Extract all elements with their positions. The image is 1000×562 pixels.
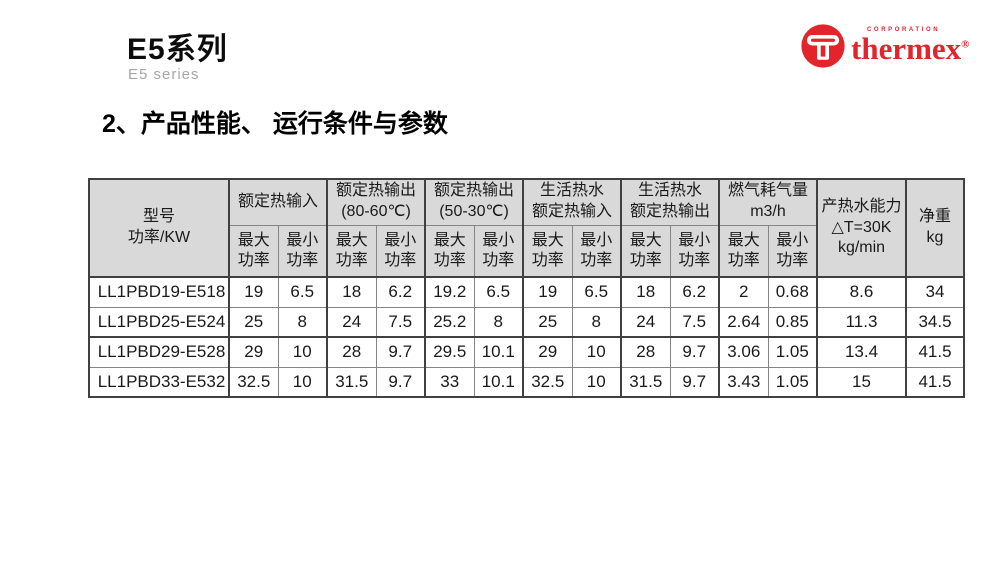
value-cell: 25 xyxy=(228,306,279,338)
value-cell: 29 xyxy=(228,336,279,368)
table-row: LL1PBD19-E518 19 6.5 18 6.2 19.2 6.5 19 6.5 18 6.2… xyxy=(88,276,965,308)
value-cell: 0.68 xyxy=(767,276,818,308)
thermex-logo: CORPORATION thermex® xyxy=(800,23,969,69)
max-power-subheader: 最大 功率 xyxy=(718,224,769,278)
value-cell: 19 xyxy=(228,276,279,308)
value-cell: 3.06 xyxy=(718,336,769,368)
min-power-subheader: 最小 功率 xyxy=(767,224,818,278)
group-header-3: 生活热水 额定热输入 xyxy=(522,178,622,226)
group-header-1: 额定热输出 (80-60℃) xyxy=(326,178,426,226)
min-power-subheader: 最小 功率 xyxy=(375,224,426,278)
value-cell: 18 xyxy=(620,276,671,308)
value-cell: 28 xyxy=(326,336,377,368)
max-power-subheader: 最大 功率 xyxy=(522,224,573,278)
value-cell: 10 xyxy=(571,336,622,368)
section-heading: 2、产品性能、 运行条件与参数 xyxy=(102,110,448,138)
value-cell: 25 xyxy=(522,306,573,338)
spec-table: 型号 功率/KW 额定热输入 额定热输出 (80-60℃) 额定热输出 (50-30℃… xyxy=(88,178,965,398)
value-cell: 8 xyxy=(473,306,524,338)
value-cell: 9.7 xyxy=(375,336,426,368)
value-cell: 2.64 xyxy=(718,306,769,338)
value-cell: 7.5 xyxy=(669,306,720,338)
model-cell: LL1PBD29-E528 xyxy=(88,336,230,368)
value-cell: 6.5 xyxy=(277,276,328,308)
value-cell: 34.5 xyxy=(905,306,965,338)
value-cell: 7.5 xyxy=(375,306,426,338)
value-cell: 15 xyxy=(816,366,907,398)
table-header-row: 型号 功率/KW 额定热输入 额定热输出 (80-60℃) 额定热输出 (50-30℃… xyxy=(88,178,965,278)
value-cell: 6.2 xyxy=(375,276,426,308)
max-power-subheader: 最大 功率 xyxy=(228,224,279,278)
model-cell: LL1PBD25-E524 xyxy=(88,306,230,338)
page-title: E5系列 xyxy=(127,33,228,66)
value-cell: 6.2 xyxy=(669,276,720,308)
logo-brand-word: thermex xyxy=(851,31,962,66)
min-power-subheader: 最小 功率 xyxy=(669,224,720,278)
value-cell: 31.5 xyxy=(620,366,671,398)
max-power-subheader: 最大 功率 xyxy=(326,224,377,278)
table-row: LL1PBD29-E528 29 10 28 9.7 29.5 10.1 29 10 28 9.7 3… xyxy=(88,336,965,368)
value-cell: 34 xyxy=(905,276,965,308)
value-cell: 0.85 xyxy=(767,306,818,338)
value-cell: 9.7 xyxy=(669,366,720,398)
logo-brand-text: thermex® xyxy=(851,33,969,64)
value-cell: 6.5 xyxy=(473,276,524,308)
value-cell: 13.4 xyxy=(816,336,907,368)
group-header-2: 额定热输出 (50-30℃) xyxy=(424,178,524,226)
min-power-subheader: 最小 功率 xyxy=(277,224,328,278)
value-cell: 11.3 xyxy=(816,306,907,338)
value-cell: 18 xyxy=(326,276,377,308)
table-row: LL1PBD25-E524 25 8 24 7.5 25.2 8 25 8 24 7.5 2.64 0.… xyxy=(88,306,965,338)
value-cell: 10.1 xyxy=(473,336,524,368)
value-cell: 29.5 xyxy=(424,336,475,368)
group-header-0: 额定热输入 xyxy=(228,178,328,226)
model-cell: LL1PBD33-E532 xyxy=(88,366,230,398)
value-cell: 8.6 xyxy=(816,276,907,308)
value-cell: 6.5 xyxy=(571,276,622,308)
value-cell: 41.5 xyxy=(905,336,965,368)
max-power-subheader: 最大 功率 xyxy=(620,224,671,278)
capacity-column-header: 产热水能力 △T=30K kg/min xyxy=(816,178,907,278)
weight-column-header: 净重 kg xyxy=(905,178,965,278)
value-cell: 32.5 xyxy=(228,366,279,398)
value-cell: 33 xyxy=(424,366,475,398)
value-cell: 1.05 xyxy=(767,336,818,368)
value-cell: 9.7 xyxy=(375,366,426,398)
logo-text: CORPORATION thermex® xyxy=(851,23,969,64)
value-cell: 19.2 xyxy=(424,276,475,308)
model-cell: LL1PBD19-E518 xyxy=(88,276,230,308)
value-cell: 10.1 xyxy=(473,366,524,398)
group-header-5: 燃气耗气量 m3/h xyxy=(718,178,818,226)
value-cell: 1.05 xyxy=(767,366,818,398)
value-cell: 41.5 xyxy=(905,366,965,398)
page-subtitle: E5 series xyxy=(128,66,200,83)
value-cell: 10 xyxy=(277,336,328,368)
value-cell: 29 xyxy=(522,336,573,368)
value-cell: 24 xyxy=(326,306,377,338)
value-cell: 3.43 xyxy=(718,366,769,398)
min-power-subheader: 最小 功率 xyxy=(571,224,622,278)
registered-mark: ® xyxy=(961,38,970,51)
logo-corporation-text: CORPORATION xyxy=(867,27,941,33)
value-cell: 24 xyxy=(620,306,671,338)
min-power-subheader: 最小 功率 xyxy=(473,224,524,278)
value-cell: 19 xyxy=(522,276,573,308)
max-power-subheader: 最大 功率 xyxy=(424,224,475,278)
model-column-header: 型号 功率/KW xyxy=(88,178,230,278)
value-cell: 28 xyxy=(620,336,671,368)
value-cell: 25.2 xyxy=(424,306,475,338)
value-cell: 8 xyxy=(571,306,622,338)
value-cell: 8 xyxy=(277,306,328,338)
value-cell: 10 xyxy=(571,366,622,398)
table-row: LL1PBD33-E532 32.5 10 31.5 9.7 33 10.1 32.5 10 31… xyxy=(88,366,965,398)
value-cell: 31.5 xyxy=(326,366,377,398)
thermex-logo-icon xyxy=(801,24,845,68)
value-cell: 9.7 xyxy=(669,336,720,368)
value-cell: 10 xyxy=(277,366,328,398)
table-subheader-row: 最大 功率 最小 功率 最大 功率 最小 功率 最大 功率 最小 功率 最大 功率 最小 功率… xyxy=(89,224,964,278)
group-header-4: 生活热水 额定热输出 xyxy=(620,178,720,226)
value-cell: 2 xyxy=(718,276,769,308)
value-cell: 32.5 xyxy=(522,366,573,398)
